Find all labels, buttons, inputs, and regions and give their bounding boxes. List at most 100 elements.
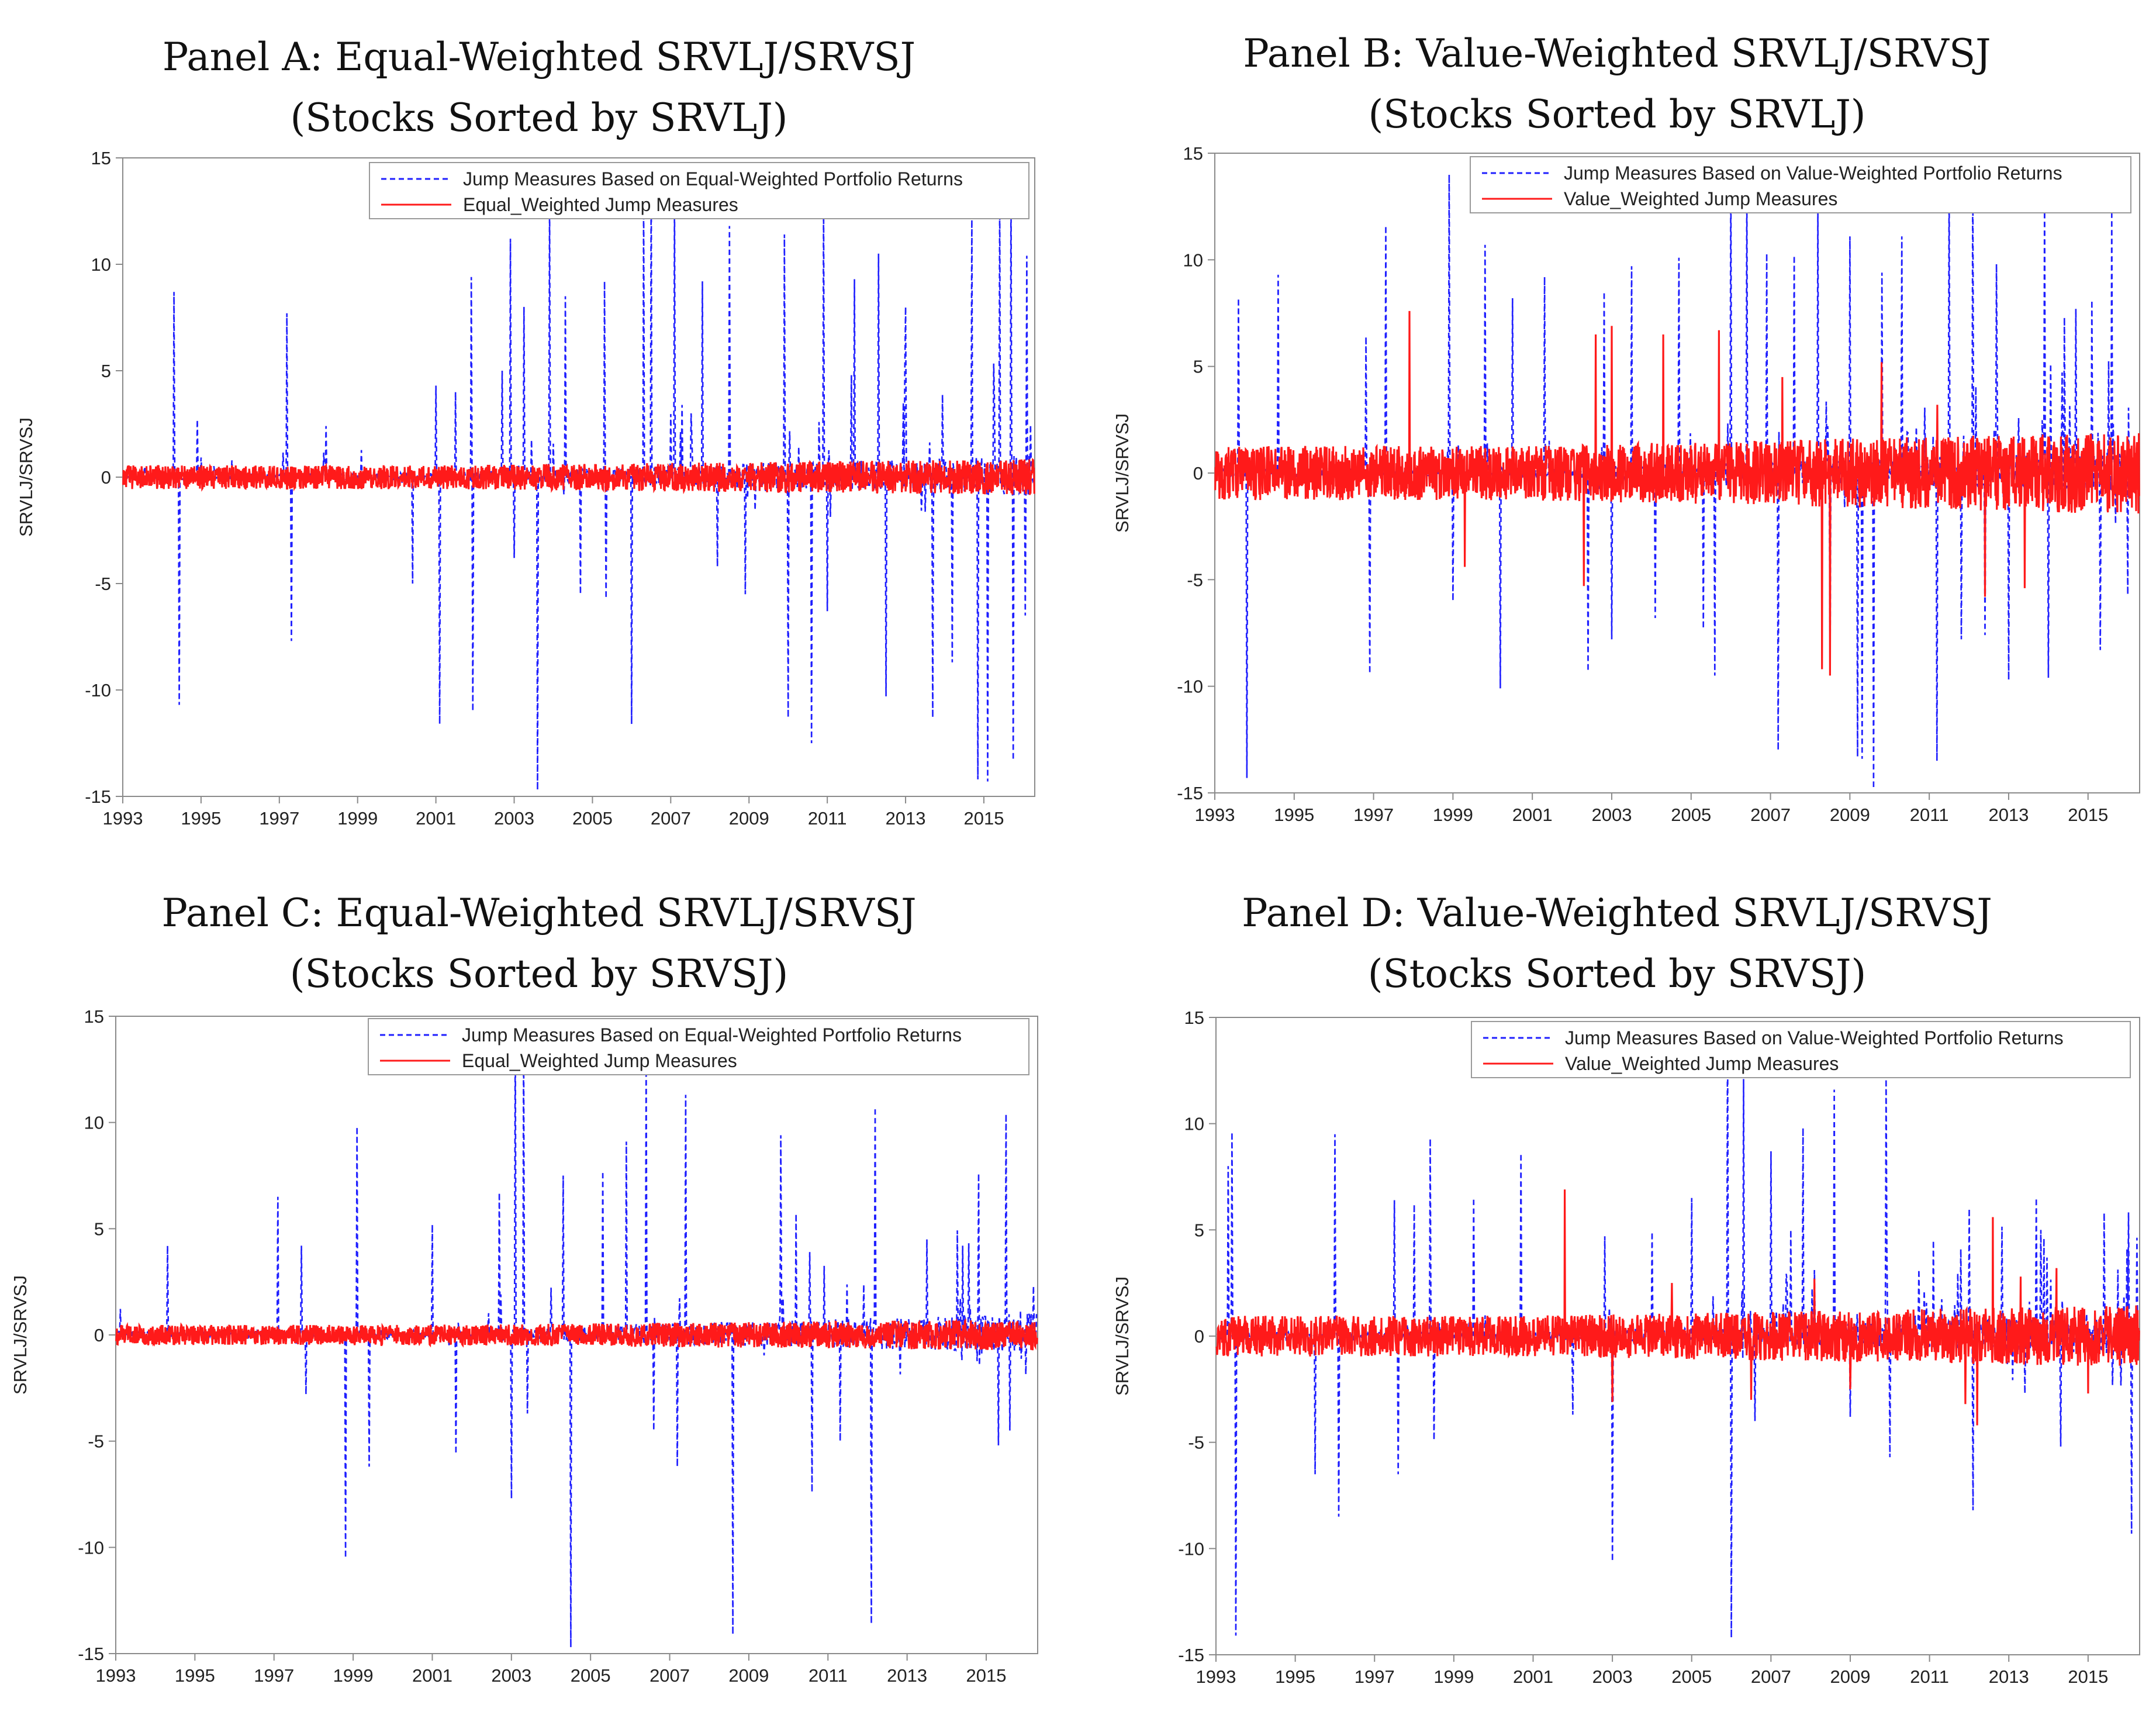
panel-c-y-tick-label: 10 (84, 1113, 104, 1133)
panel-c-x-tick-label: 2003 (491, 1665, 531, 1686)
panel-c-x-tick-label: 2015 (966, 1665, 1007, 1686)
panel-b-series-jump-measures-line (1214, 310, 2140, 676)
panel-c-x-tick-label: 2011 (809, 1665, 848, 1686)
panel-d-legend: Jump Measures Based on Value-Weighted Po… (1471, 1021, 2131, 1078)
panel-a-x-tick-label: 2005 (572, 808, 613, 829)
panel-c-y-tick-label: 15 (84, 1006, 104, 1027)
panel-a-y-axis-label: SRVLJ/SRVSJ (16, 417, 36, 537)
panel-b-x-tick-label: 2005 (1671, 805, 1711, 825)
panel-d-x-tick-label: 1997 (1355, 1666, 1395, 1687)
panel-b-y-axis-label: SRVLJ/SRVSJ (1112, 413, 1132, 533)
panel-c-y-tick-label: -10 (78, 1537, 104, 1558)
panel-b-x-tick-label: 2009 (1830, 805, 1870, 825)
panel-a-x-tick-label: 2001 (416, 808, 456, 829)
panel-a-title-line1: Panel A: Equal-Weighted SRVLJ/SRVSJ (162, 34, 916, 80)
panel-c-x-tick-label: 2013 (887, 1665, 927, 1686)
panel-b-x-tick-label: 1999 (1433, 805, 1473, 825)
panel-c-y-tick-label: -5 (88, 1431, 104, 1452)
panel-a-legend: Jump Measures Based on Equal-Weighted Po… (369, 162, 1029, 219)
panel-b-legend: Jump Measures Based on Value-Weighted Po… (1470, 156, 2131, 213)
panel-c-x-tick-label: 2005 (571, 1665, 611, 1686)
panel-a-y-tick-label: 10 (91, 254, 111, 275)
panel-a-legend-label-portfolio-returns: Jump Measures Based on Equal-Weighted Po… (463, 168, 963, 189)
panel-d-y-tick-label: -5 (1188, 1433, 1204, 1453)
panel-b-x-tick-label: 2007 (1750, 805, 1791, 825)
panel-a-x-tick-label: 2011 (808, 808, 847, 829)
panel-b-x-tick-label: 2015 (2068, 805, 2108, 825)
panel-d-title-line1: Panel D: Value-Weighted SRVLJ/SRVSJ (1242, 891, 1992, 936)
panel-d-x-tick-label: 2005 (1671, 1666, 1712, 1687)
panel-d-x-tick-label: 2009 (1830, 1666, 1870, 1687)
panel-a-x-tick-label: 1997 (259, 808, 299, 829)
panel-b-x-tick-label: 2011 (1910, 805, 1949, 825)
panel-b-x-tick-label: 2001 (1512, 805, 1553, 825)
panel-d-x-tick-label: 2013 (1989, 1666, 2029, 1687)
panel-b-title-line1: Panel B: Value-Weighted SRVLJ/SRVSJ (1243, 31, 1991, 76)
panel-b-x-tick-label: 1993 (1195, 805, 1235, 825)
panel-b-x-tick-label: 1997 (1353, 805, 1394, 825)
panel-d-x-tick-label: 1999 (1433, 1666, 1474, 1687)
panel-d-title-line2: (Stocks Sorted by SRVSJ) (1367, 951, 1867, 996)
panel-b-y-tick-label: -10 (1177, 677, 1203, 697)
panel-d-y-tick-label: -15 (1178, 1645, 1204, 1665)
panel-c-x-tick-label: 2001 (412, 1665, 452, 1686)
panel-a-x-tick-label: 1993 (103, 808, 143, 829)
panel-a-x-tick-label: 2009 (729, 808, 769, 829)
panel-b-y-tick-label: 15 (1183, 143, 1203, 164)
panel-c-x-tick-label: 1999 (333, 1665, 374, 1686)
panel-a-x-tick-label: 1999 (337, 808, 378, 829)
panel-a-legend-label-jump-measures: Equal_Weighted Jump Measures (463, 194, 738, 215)
panel-a-x-tick-label: 2003 (494, 808, 534, 829)
panel-c-x-tick-label: 2009 (728, 1665, 769, 1686)
panel-a-y-tick-label: -10 (85, 680, 111, 701)
panel-a-title: Panel A: Equal-Weighted SRVLJ/SRVSJ (Sto… (0, 27, 1078, 149)
panel-b-y-tick-label: 0 (1193, 463, 1203, 484)
panel-b-title: Panel B: Value-Weighted SRVLJ/SRVSJ (Sto… (1078, 23, 2156, 145)
panel-a-y-tick-label: -5 (95, 574, 111, 594)
panel-d-y-tick-label: 15 (1184, 1007, 1204, 1028)
panel-d-y-tick-label: -10 (1178, 1538, 1204, 1559)
panel-c-y-tick-label: -15 (78, 1644, 104, 1664)
panel-c-legend: Jump Measures Based on Equal-Weighted Po… (368, 1018, 1029, 1075)
panel-a-x-tick-label: 2015 (963, 808, 1004, 829)
panel-c-y-axis-label: SRVLJ/SRVSJ (10, 1275, 30, 1395)
panel-b-x-tick-label: 2003 (1591, 805, 1632, 825)
panel-b-y-tick-label: -15 (1177, 783, 1203, 803)
panel-c-x-tick-label: 2007 (649, 1665, 690, 1686)
panel-b-y-tick-label: 10 (1183, 250, 1203, 270)
panel-d-x-tick-label: 1995 (1275, 1666, 1315, 1687)
panel-c-title-line1: Panel C: Equal-Weighted SRVLJ/SRVSJ (161, 891, 917, 936)
panel-b-y-tick-label: 5 (1193, 357, 1203, 377)
panel-c-y-tick-label: 0 (94, 1325, 104, 1345)
panel-c-x-tick-label: 1995 (175, 1665, 215, 1686)
panel-b-y-tick-label: -5 (1187, 570, 1203, 590)
panel-d-legend-label-portfolio-returns: Jump Measures Based on Value-Weighted Po… (1565, 1027, 2064, 1048)
panel-b-legend-label-portfolio-returns: Jump Measures Based on Value-Weighted Po… (1564, 163, 2062, 184)
panel-c-x-tick-label: 1993 (96, 1665, 136, 1686)
panel-b-legend-box (1470, 156, 2131, 213)
panel-d-y-tick-label: 10 (1184, 1114, 1204, 1134)
panel-d-x-tick-label: 2007 (1751, 1666, 1791, 1687)
panel-d-y-tick-label: 5 (1194, 1220, 1204, 1240)
panel-a-y-tick-label: 5 (101, 361, 111, 381)
panel-a-x-tick-label: 1995 (181, 808, 221, 829)
panel-d-x-tick-label: 2015 (2068, 1666, 2108, 1687)
panel-a-x-tick-label: 2013 (886, 808, 926, 829)
panel-c-title: Panel C: Equal-Weighted SRVLJ/SRVSJ (Sto… (0, 883, 1078, 1005)
panel-a-title-line2: (Stocks Sorted by SRVLJ) (290, 95, 788, 140)
panel-d-y-axis-label: SRVLJ/SRVSJ (1112, 1276, 1132, 1396)
panel-c-y-tick-label: 5 (94, 1219, 104, 1239)
panel-d-y-tick-label: 0 (1194, 1326, 1204, 1347)
panel-b-x-tick-label: 2013 (1988, 805, 2029, 825)
panel-c-title-line2: (Stocks Sorted by SRVSJ) (289, 951, 789, 996)
panel-d-x-tick-label: 2003 (1592, 1666, 1633, 1687)
panel-c-legend-box (368, 1018, 1029, 1075)
panel-a-series-jump-measures-line (122, 458, 1035, 495)
panel-d-x-tick-label: 2001 (1513, 1666, 1553, 1687)
panel-b-title-line2: (Stocks Sorted by SRVLJ) (1368, 92, 1866, 137)
panel-a-x-tick-label: 2007 (651, 808, 691, 829)
